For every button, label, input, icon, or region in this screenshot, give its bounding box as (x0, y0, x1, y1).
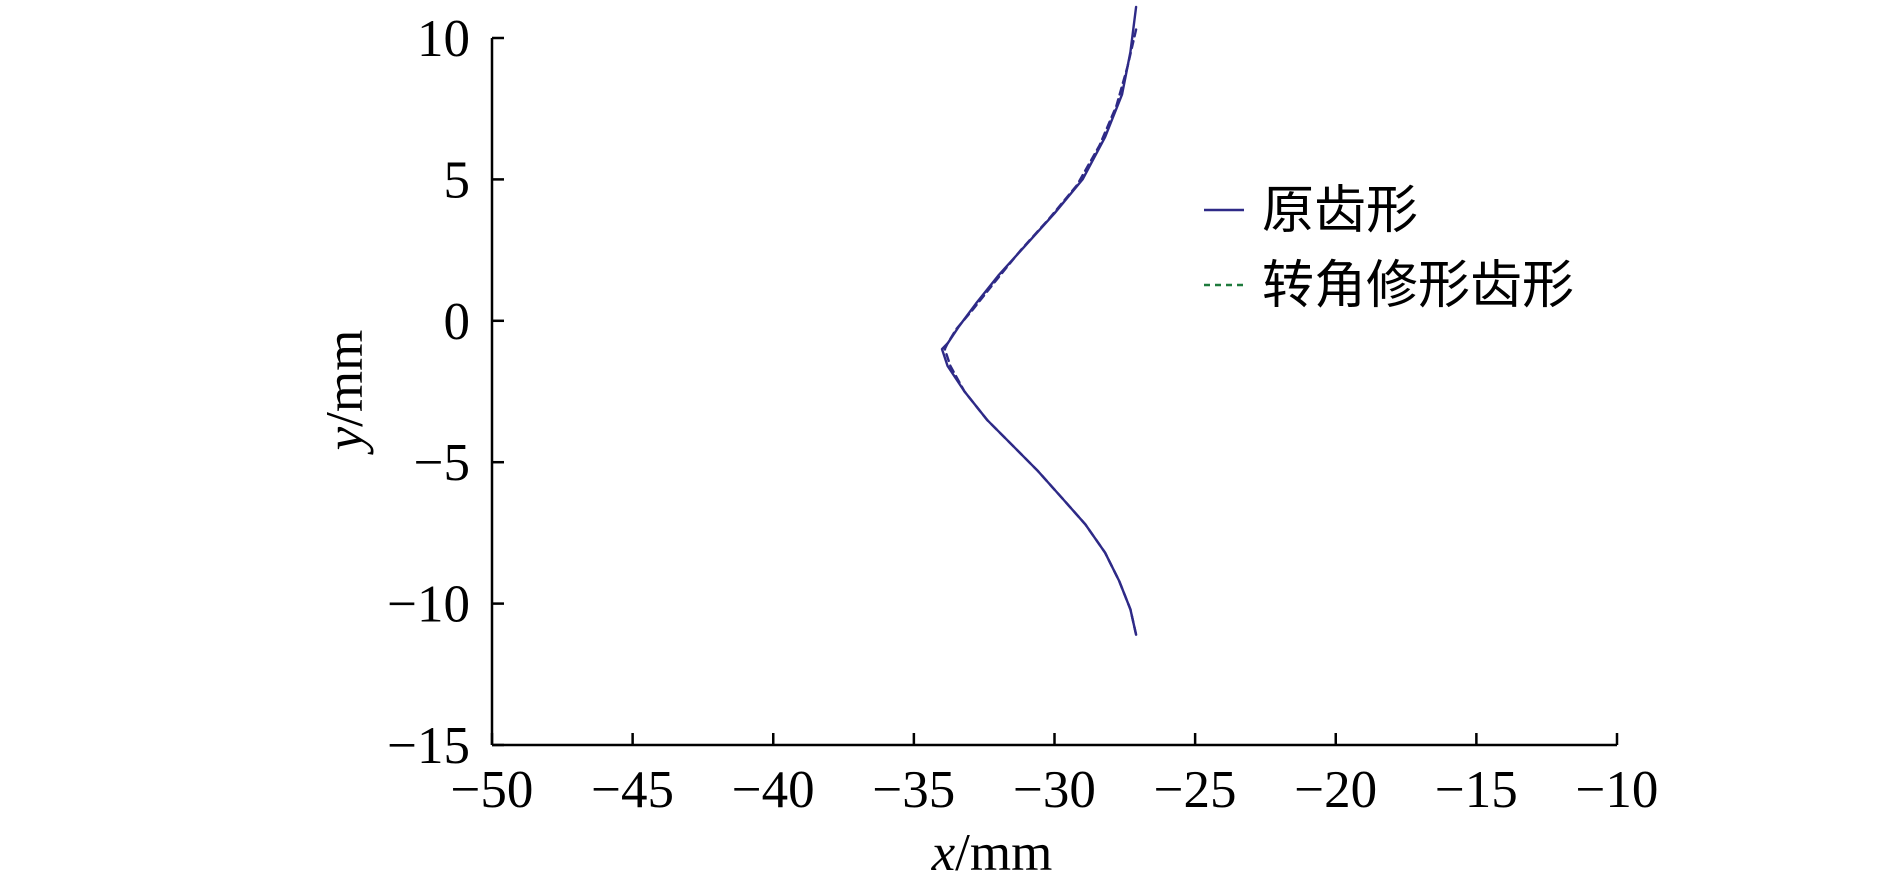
y-tick-label: −15 (387, 717, 470, 775)
x-axis-label: x/mm (931, 824, 1053, 882)
x-tick-label: −35 (872, 761, 955, 819)
y-tick-label: 10 (417, 10, 470, 68)
x-tick-label: −20 (1294, 761, 1377, 819)
legend: 原齿形 转角修形齿形 (1204, 181, 1574, 316)
x-tick-label: −10 (1576, 761, 1659, 819)
y-axis-unit: /mm (316, 330, 374, 427)
y-tick-label: 5 (444, 151, 471, 209)
x-axis-unit: /mm (955, 824, 1052, 882)
y-tick-label: −5 (414, 434, 470, 492)
x-tick-label: −40 (732, 761, 815, 819)
x-tick-label: −15 (1435, 761, 1518, 819)
series-original-line (940, 5, 1138, 636)
x-axis-var: x (931, 824, 956, 882)
series-layer (940, 5, 1138, 636)
y-tick-label: 0 (444, 293, 471, 351)
y-ticks: −15 −10 −5 0 5 10 (387, 10, 504, 775)
x-tick-label: −25 (1154, 761, 1237, 819)
x-tick-label: −30 (1013, 761, 1096, 819)
x-tick-label: −50 (451, 761, 534, 819)
axes (490, 38, 1617, 747)
x-tick-label: −45 (591, 761, 674, 819)
series-modified-line (943, 28, 1138, 636)
y-tick-label: −10 (387, 576, 470, 634)
legend-label-original: 原齿形 (1262, 181, 1418, 241)
y-axis-label: y/mm (316, 330, 374, 456)
x-ticks: −50 −45 −40 −35 −30 −25 −20 −15 −10 (451, 733, 1659, 819)
y-axis-var: y (316, 426, 374, 455)
legend-label-modified: 转角修形齿形 (1262, 256, 1574, 316)
